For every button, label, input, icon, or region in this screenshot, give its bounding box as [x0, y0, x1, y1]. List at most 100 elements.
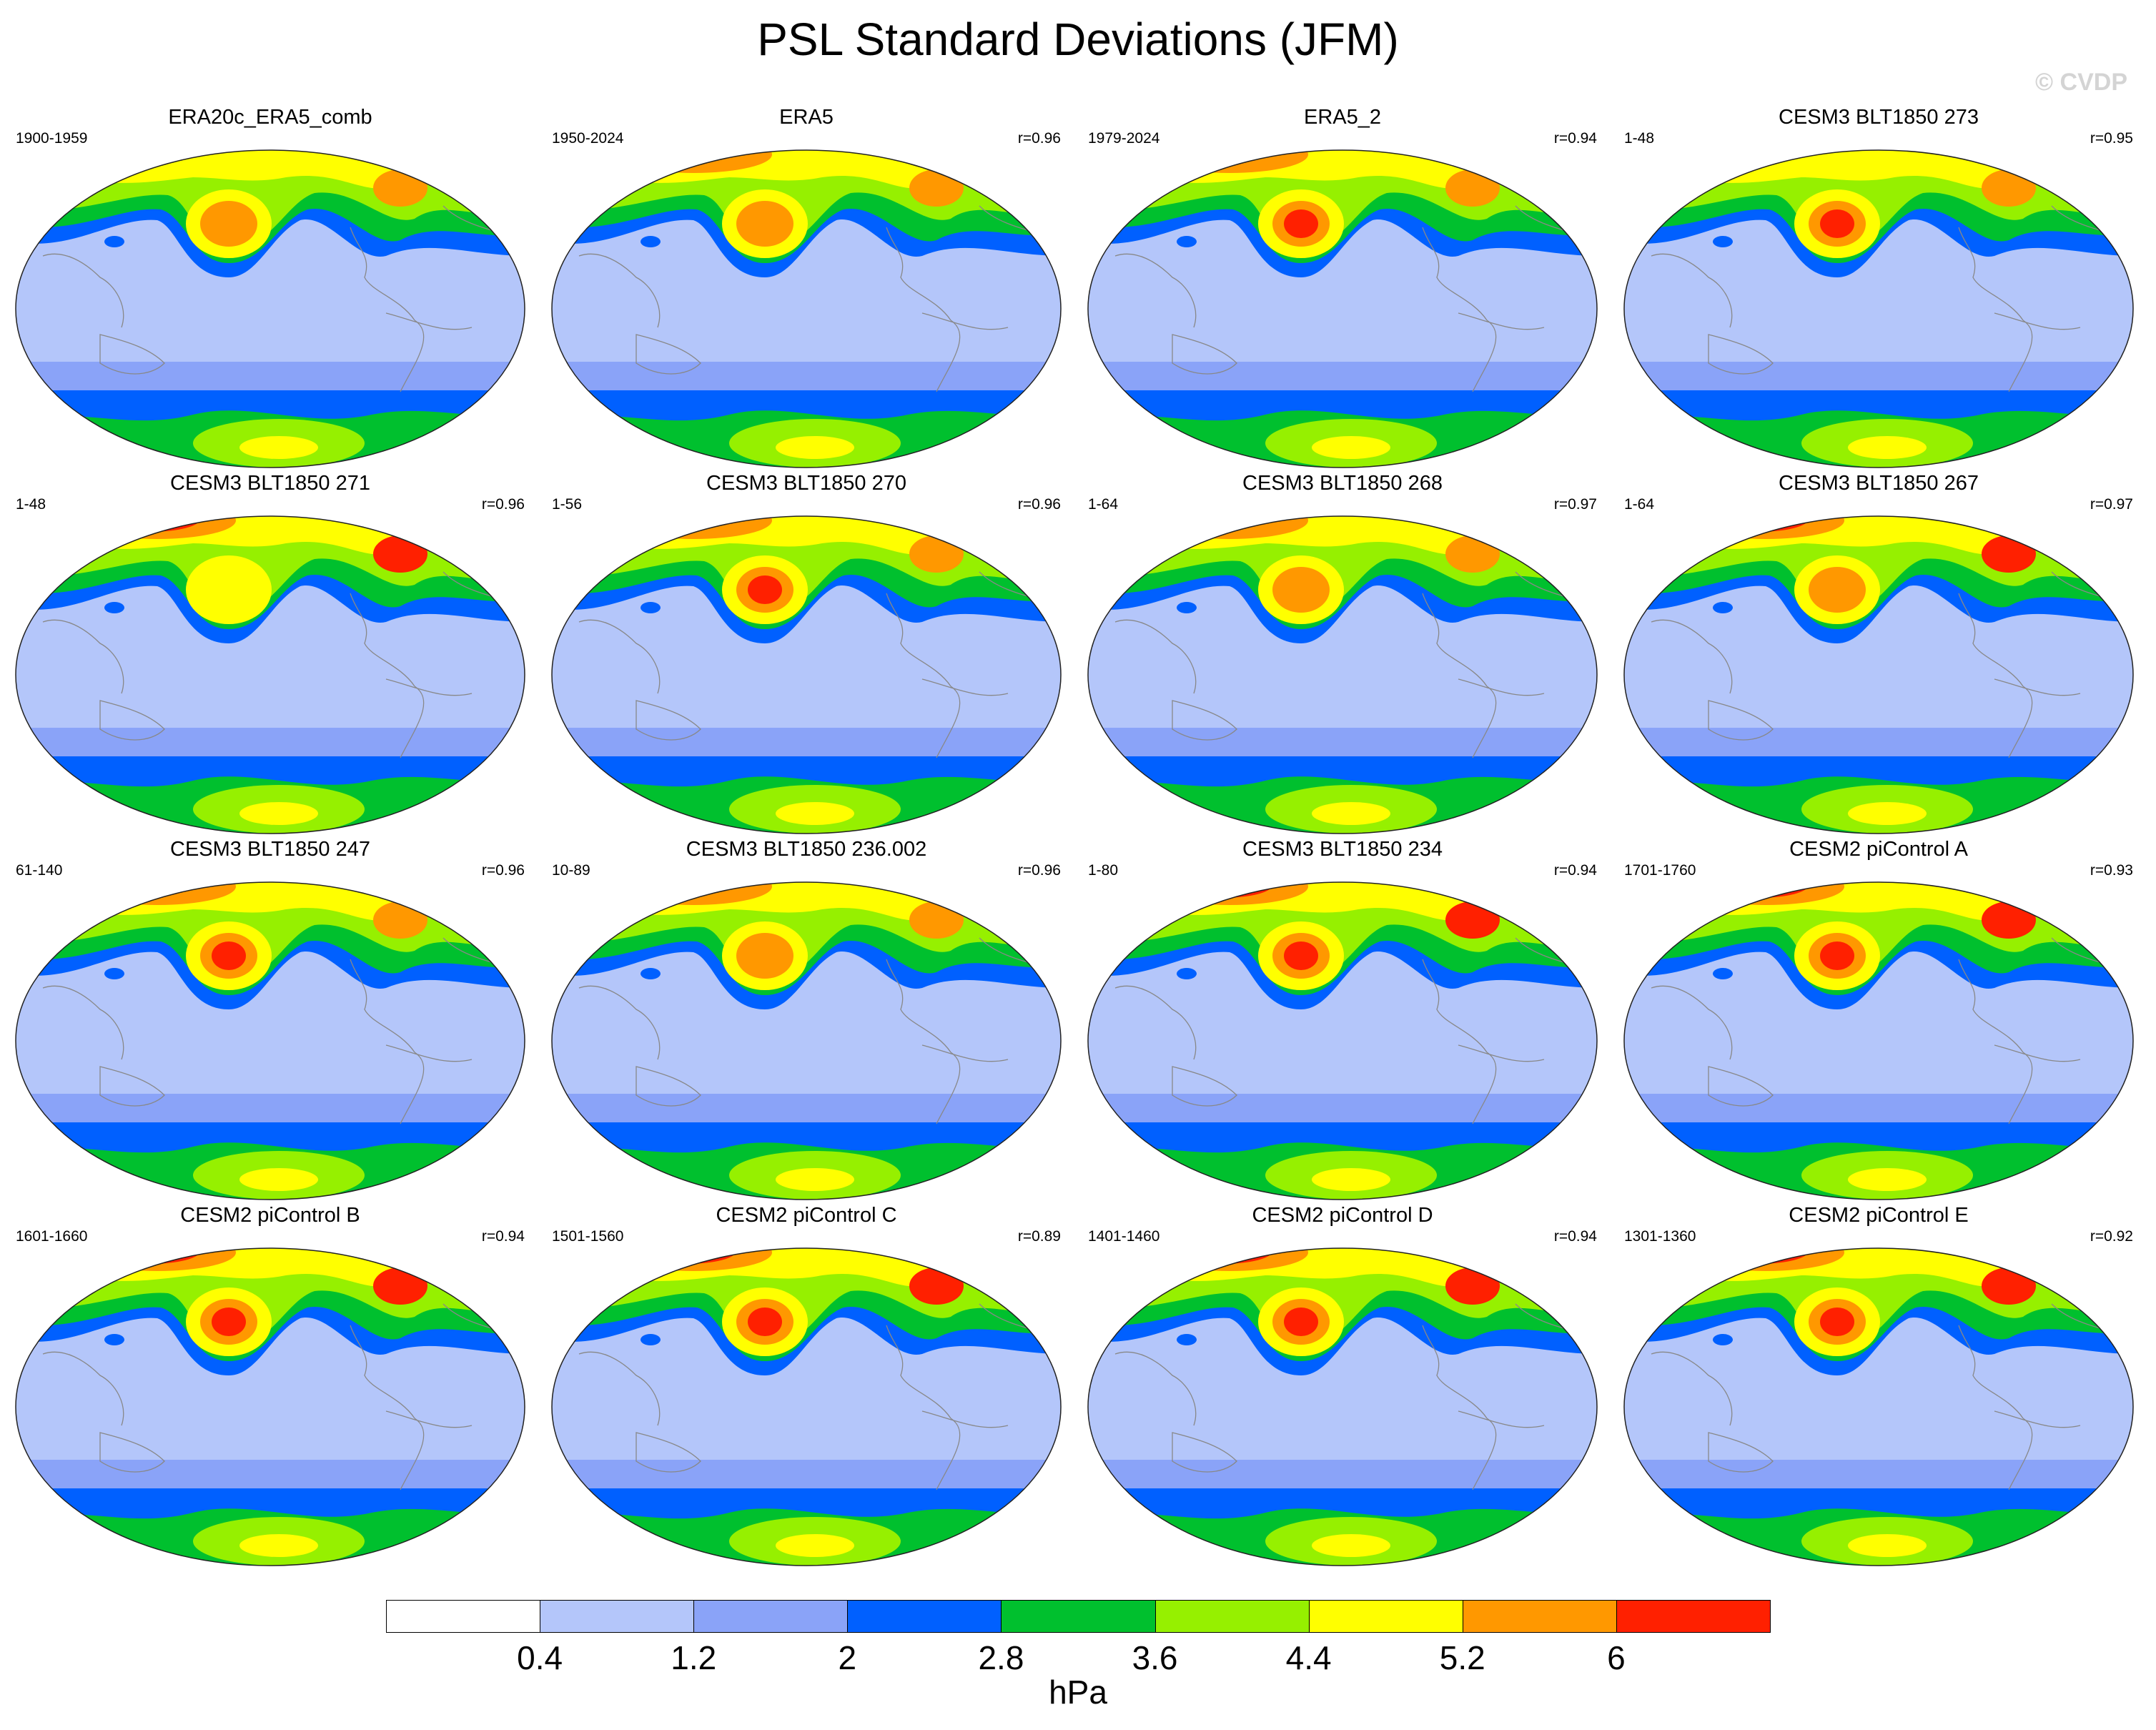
panel-correlation: r=0.94 [1553, 862, 1597, 879]
panel-years: 1501-1560 [552, 1228, 624, 1245]
colorbar-swatch [693, 1600, 849, 1633]
robinson-map [1087, 149, 1598, 468]
panel-title: CESM2 piControl C [716, 1204, 897, 1227]
map-panel: CESM3 BLT1850 247 61-140 r=0.96 [6, 838, 535, 1202]
robinson-map [1623, 515, 2134, 834]
colorbar-swatch [1462, 1600, 1617, 1633]
panel-years: 1301-1360 [1624, 1228, 1696, 1245]
panel-correlation: r=0.96 [481, 862, 525, 879]
panel-title: CESM3 BLT1850 247 [170, 838, 370, 861]
panel-years: 61-140 [16, 862, 63, 879]
panel-years: 1-48 [16, 496, 46, 513]
panel-years: 1701-1760 [1624, 862, 1696, 879]
colorbar-swatch [1308, 1600, 1463, 1633]
panel-correlation: r=0.96 [1017, 862, 1061, 879]
colorbar-tick-label: 0.4 [517, 1639, 563, 1676]
robinson-map [1087, 515, 1598, 834]
panel-title: CESM2 piControl D [1252, 1204, 1433, 1227]
map-panel: CESM2 piControl E 1301-1360 r=0.92 [1614, 1204, 2143, 1568]
panel-correlation: r=0.97 [1553, 496, 1597, 513]
map-panel: CESM3 BLT1850 273 1-48 r=0.95 [1614, 106, 2143, 470]
panel-years: 1-80 [1088, 862, 1119, 879]
robinson-map [1623, 149, 2134, 468]
robinson-map [1623, 881, 2134, 1200]
panel-years: 1601-1660 [16, 1228, 88, 1245]
robinson-map [15, 515, 525, 834]
panel-correlation: r=0.94 [1553, 1228, 1597, 1245]
colorbar-tick-label: 2 [838, 1639, 857, 1676]
map-panel: CESM3 BLT1850 236.002 10-89 r=0.96 [542, 838, 1071, 1202]
map-panel: CESM3 BLT1850 267 1-64 r=0.97 [1614, 472, 2143, 836]
cvdp-watermark: © CVDP [2035, 69, 2127, 96]
colorbar-tick-label: 2.8 [978, 1639, 1024, 1676]
figure-title: PSL Standard Deviations (JFM) [757, 14, 1399, 65]
panel-title: CESM3 BLT1850 271 [170, 472, 370, 495]
colorbar [386, 1600, 1771, 1633]
robinson-map [1087, 881, 1598, 1200]
robinson-map [551, 881, 1062, 1200]
panel-years: 1-64 [1624, 496, 1655, 513]
panel-title: CESM2 piControl E [1789, 1204, 1969, 1227]
colorbar-swatch [847, 1600, 1002, 1633]
robinson-map [15, 881, 525, 1200]
panel-years: 1979-2024 [1088, 130, 1160, 147]
map-panel: ERA20c_ERA5_comb 1900-1959 [6, 106, 535, 470]
robinson-map [1623, 1247, 2134, 1566]
robinson-map [551, 515, 1062, 834]
panel-correlation: r=0.97 [2090, 496, 2133, 513]
panel-years: 1401-1460 [1088, 1228, 1160, 1245]
panel-title: CESM3 BLT1850 234 [1242, 838, 1443, 861]
map-panel: CESM3 BLT1850 271 1-48 r=0.96 [6, 472, 535, 836]
map-panel: CESM2 piControl B 1601-1660 r=0.94 [6, 1204, 535, 1568]
panel-title: ERA5 [779, 106, 834, 129]
map-panel: CESM2 piControl D 1401-1460 r=0.94 [1078, 1204, 1607, 1568]
map-panel: CESM3 BLT1850 268 1-64 r=0.97 [1078, 472, 1607, 836]
colorbar-tick-label: 3.6 [1132, 1639, 1178, 1676]
panel-title: CESM2 piControl A [1789, 838, 1968, 861]
panel-years: 1-48 [1624, 130, 1655, 147]
colorbar-tick-label: 1.2 [671, 1639, 717, 1676]
panel-correlation: r=0.93 [2090, 862, 2133, 879]
panel-title: CESM3 BLT1850 273 [1779, 106, 1979, 129]
panel-correlation: r=0.96 [481, 496, 525, 513]
map-panel: ERA5 1950-2024 r=0.96 [542, 106, 1071, 470]
panel-correlation: r=0.92 [2090, 1228, 2133, 1245]
robinson-map [551, 1247, 1062, 1566]
panel-correlation: r=0.96 [1017, 496, 1061, 513]
panel-years: 1900-1959 [16, 130, 88, 147]
panel-years: 1-64 [1088, 496, 1119, 513]
panel-title: CESM3 BLT1850 270 [706, 472, 906, 495]
panel-correlation: r=0.95 [2090, 130, 2133, 147]
panel-correlation: r=0.96 [1017, 130, 1061, 147]
panel-title: CESM3 BLT1850 236.002 [686, 838, 927, 861]
colorbar-tick-label: 5.2 [1439, 1639, 1485, 1676]
robinson-map [551, 149, 1062, 468]
panel-title: ERA5_2 [1303, 106, 1381, 129]
colorbar-tick-label: 4.4 [1285, 1639, 1332, 1676]
panel-correlation: r=0.94 [1553, 130, 1597, 147]
panel-years: 10-89 [552, 862, 590, 879]
panel-correlation: r=0.89 [1017, 1228, 1061, 1245]
panel-title: ERA20c_ERA5_comb [168, 106, 372, 129]
map-panel: CESM3 BLT1850 270 1-56 r=0.96 [542, 472, 1071, 836]
colorbar-swatch [1001, 1600, 1156, 1633]
panel-correlation: r=0.94 [481, 1228, 525, 1245]
map-panel: CESM2 piControl C 1501-1560 r=0.89 [542, 1204, 1071, 1568]
robinson-map [15, 1247, 525, 1566]
colorbar-swatch [1154, 1600, 1310, 1633]
colorbar-swatch [1616, 1600, 1771, 1633]
panel-title: CESM3 BLT1850 267 [1779, 472, 1979, 495]
panel-years: 1950-2024 [552, 130, 624, 147]
colorbar-units: hPa [1049, 1674, 1107, 1711]
colorbar-swatch [386, 1600, 541, 1633]
colorbar-swatch [540, 1600, 695, 1633]
panel-years: 1-56 [552, 496, 583, 513]
robinson-map [15, 149, 525, 468]
colorbar-tick-label: 6 [1607, 1639, 1626, 1676]
map-panel: CESM2 piControl A 1701-1760 r=0.93 [1614, 838, 2143, 1202]
map-panel: ERA5_2 1979-2024 r=0.94 [1078, 106, 1607, 470]
map-panel: CESM3 BLT1850 234 1-80 r=0.94 [1078, 838, 1607, 1202]
robinson-map [1087, 1247, 1598, 1566]
panel-title: CESM3 BLT1850 268 [1242, 472, 1443, 495]
panel-title: CESM2 piControl B [180, 1204, 360, 1227]
